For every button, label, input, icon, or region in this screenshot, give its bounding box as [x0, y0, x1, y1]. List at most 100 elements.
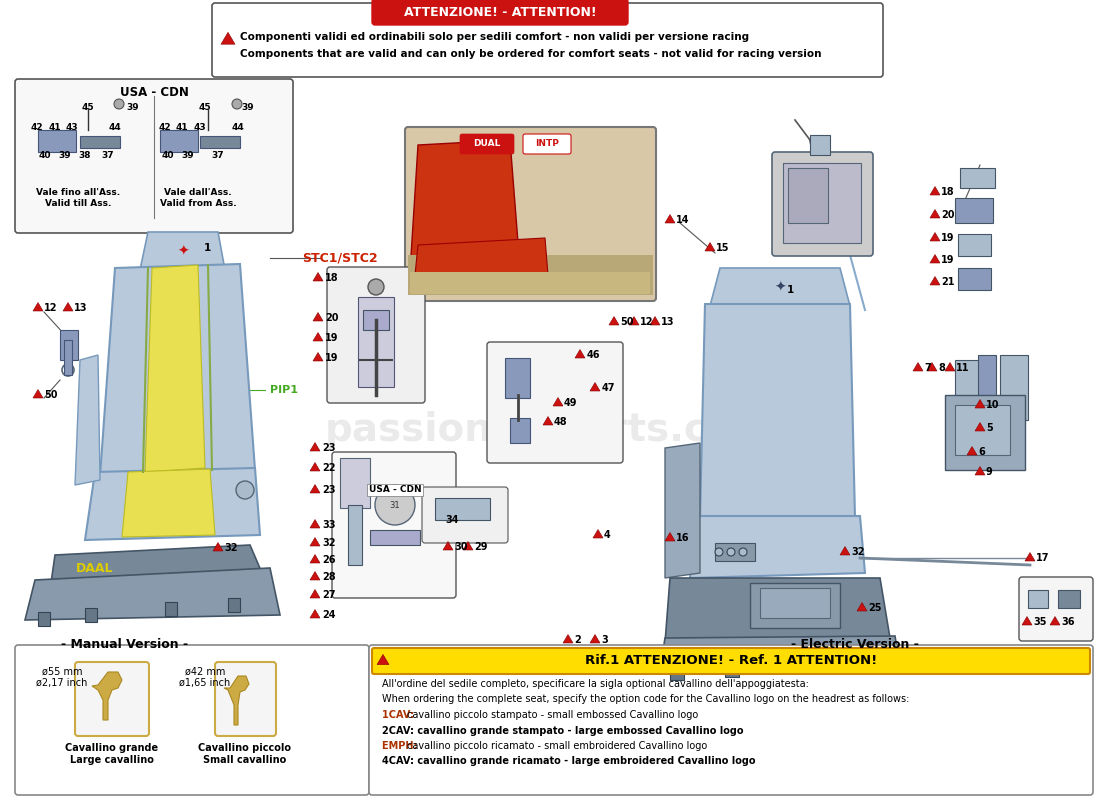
Bar: [795, 661, 808, 673]
Text: 33: 33: [322, 520, 335, 530]
Bar: [978, 355, 996, 415]
Text: - Electric Version -: - Electric Version -: [791, 638, 918, 651]
Polygon shape: [967, 446, 977, 455]
Text: cavallino piccolo ricamato - small embroidered Cavallino logo: cavallino piccolo ricamato - small embro…: [407, 741, 707, 751]
Polygon shape: [310, 590, 320, 598]
Bar: [783, 163, 861, 243]
Text: 42: 42: [31, 123, 43, 133]
Polygon shape: [92, 672, 122, 720]
Bar: [958, 268, 991, 290]
Text: 1CAV:: 1CAV:: [382, 710, 417, 720]
Polygon shape: [85, 468, 260, 540]
Bar: [955, 405, 1010, 455]
Text: 15: 15: [716, 243, 729, 253]
Polygon shape: [563, 634, 573, 643]
FancyBboxPatch shape: [15, 645, 368, 795]
Text: 23: 23: [322, 443, 335, 453]
Polygon shape: [310, 571, 320, 580]
FancyBboxPatch shape: [15, 79, 293, 233]
FancyBboxPatch shape: [372, 0, 628, 25]
Bar: [64, 340, 72, 375]
Text: 18: 18: [324, 273, 339, 283]
Polygon shape: [975, 399, 984, 408]
Bar: [760, 588, 830, 618]
FancyBboxPatch shape: [405, 127, 656, 301]
Text: 2: 2: [574, 635, 581, 645]
Polygon shape: [975, 466, 984, 475]
Text: 30: 30: [454, 542, 467, 552]
Text: 14: 14: [676, 215, 690, 225]
FancyBboxPatch shape: [372, 648, 1090, 674]
Polygon shape: [553, 398, 563, 406]
Bar: [340, 458, 370, 508]
Bar: [725, 665, 739, 677]
Text: DUAL: DUAL: [473, 139, 500, 149]
Text: 50: 50: [620, 317, 634, 327]
Text: 1: 1: [204, 243, 210, 253]
Text: 16: 16: [676, 533, 690, 543]
Bar: [60, 330, 78, 360]
Circle shape: [739, 548, 747, 556]
Polygon shape: [629, 317, 639, 325]
Bar: [434, 498, 490, 520]
Text: 23: 23: [322, 485, 335, 495]
Text: 1: 1: [786, 285, 793, 295]
Text: 13: 13: [74, 303, 88, 313]
Polygon shape: [314, 313, 323, 321]
Text: 39: 39: [182, 150, 195, 159]
Text: - Manual Version -: - Manual Version -: [62, 638, 188, 651]
Text: ø1,65 inch: ø1,65 inch: [179, 678, 231, 688]
Text: 27: 27: [322, 590, 335, 600]
FancyBboxPatch shape: [487, 342, 623, 463]
Polygon shape: [857, 602, 867, 611]
FancyBboxPatch shape: [332, 452, 456, 598]
Polygon shape: [463, 542, 473, 550]
Polygon shape: [1025, 553, 1035, 561]
Polygon shape: [50, 545, 265, 590]
Bar: [348, 505, 362, 565]
Text: 12: 12: [640, 317, 653, 327]
Polygon shape: [310, 610, 320, 618]
Polygon shape: [310, 442, 320, 451]
Bar: [165, 602, 177, 616]
Text: 37: 37: [211, 150, 224, 159]
Text: 21: 21: [940, 277, 955, 287]
Text: Componenti validi ed ordinabili solo per sedili comfort - non validi per version: Componenti validi ed ordinabili solo per…: [240, 32, 749, 42]
Polygon shape: [25, 568, 280, 620]
Text: Vale dall'Ass.
Valid from Ass.: Vale dall'Ass. Valid from Ass.: [160, 188, 236, 208]
Polygon shape: [975, 422, 984, 431]
Polygon shape: [33, 302, 43, 311]
Text: 10: 10: [986, 400, 1000, 410]
Text: cavallino piccolo stampato - small embossed Cavallino logo: cavallino piccolo stampato - small embos…: [407, 710, 698, 720]
Polygon shape: [930, 186, 940, 195]
Polygon shape: [145, 265, 205, 472]
Bar: [670, 668, 684, 680]
Text: 9: 9: [986, 467, 992, 477]
FancyBboxPatch shape: [522, 134, 571, 154]
Bar: [865, 658, 879, 670]
FancyBboxPatch shape: [327, 267, 425, 403]
Text: USA - CDN: USA - CDN: [120, 86, 188, 98]
Text: 3: 3: [601, 635, 607, 645]
Text: ø55 mm: ø55 mm: [42, 667, 82, 677]
Bar: [85, 608, 97, 622]
Text: 40: 40: [39, 150, 52, 159]
Bar: [160, 130, 198, 152]
Text: 39: 39: [242, 103, 254, 113]
Text: 5: 5: [986, 423, 992, 433]
Polygon shape: [913, 362, 923, 371]
Bar: [810, 135, 830, 155]
Text: 31: 31: [389, 501, 400, 510]
Text: 13: 13: [661, 317, 674, 327]
Text: 11: 11: [956, 363, 969, 373]
Bar: [39, 130, 76, 152]
FancyBboxPatch shape: [1019, 577, 1093, 641]
Polygon shape: [377, 654, 389, 665]
Text: 48: 48: [554, 417, 568, 427]
Text: 28: 28: [322, 572, 335, 582]
Bar: [788, 168, 828, 223]
Polygon shape: [543, 417, 553, 425]
Polygon shape: [590, 382, 600, 391]
Polygon shape: [590, 634, 600, 643]
Circle shape: [114, 99, 124, 109]
